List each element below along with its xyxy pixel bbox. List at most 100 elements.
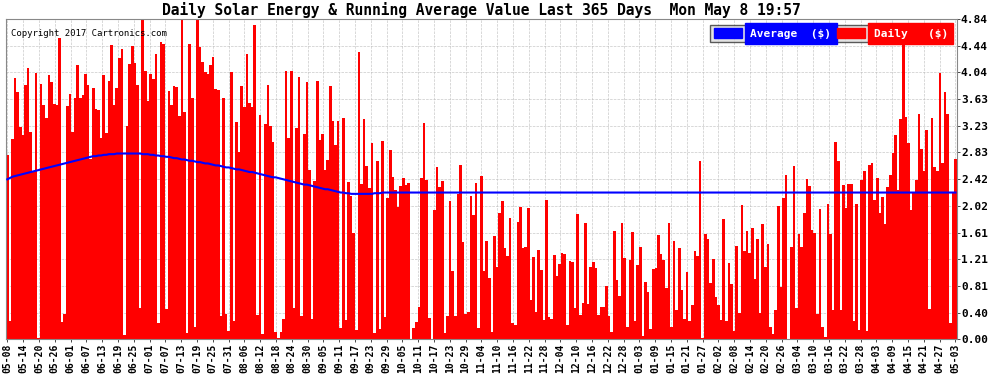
Bar bbox=[250, 107, 253, 339]
Bar bbox=[162, 44, 165, 339]
Bar bbox=[167, 92, 170, 339]
Bar bbox=[533, 256, 535, 339]
Bar bbox=[14, 78, 17, 339]
Bar bbox=[766, 243, 769, 339]
Bar bbox=[222, 98, 225, 339]
Bar bbox=[381, 141, 384, 339]
Bar bbox=[434, 210, 436, 339]
Bar bbox=[293, 309, 295, 339]
Bar bbox=[311, 320, 314, 339]
Bar bbox=[731, 284, 733, 339]
Bar bbox=[236, 122, 238, 339]
Bar bbox=[678, 248, 681, 339]
Bar bbox=[175, 87, 178, 339]
Bar bbox=[519, 207, 522, 339]
Bar bbox=[943, 92, 946, 339]
Bar bbox=[483, 271, 485, 339]
Bar bbox=[423, 123, 426, 339]
Bar bbox=[60, 322, 63, 339]
Bar bbox=[139, 308, 142, 339]
Bar bbox=[610, 332, 613, 339]
Bar bbox=[355, 330, 357, 339]
Bar bbox=[644, 282, 646, 339]
Bar bbox=[228, 331, 230, 339]
Bar bbox=[241, 86, 244, 339]
Bar bbox=[340, 328, 342, 339]
Bar bbox=[748, 253, 751, 339]
Bar bbox=[194, 327, 196, 339]
Bar bbox=[113, 105, 116, 339]
Bar bbox=[420, 178, 423, 339]
Bar bbox=[97, 110, 100, 339]
Bar bbox=[376, 160, 378, 339]
Bar bbox=[571, 262, 574, 339]
Bar bbox=[261, 334, 264, 339]
Bar bbox=[27, 68, 30, 339]
Bar bbox=[702, 338, 704, 339]
Bar bbox=[589, 267, 592, 339]
Bar bbox=[613, 231, 616, 339]
Bar bbox=[587, 304, 589, 339]
Bar bbox=[123, 334, 126, 339]
Bar bbox=[566, 326, 568, 339]
Bar bbox=[592, 262, 595, 339]
Bar bbox=[137, 85, 139, 339]
Bar bbox=[553, 255, 555, 339]
Bar bbox=[151, 79, 154, 339]
Bar bbox=[811, 230, 814, 339]
Bar bbox=[921, 149, 923, 339]
Bar bbox=[772, 334, 774, 339]
Bar bbox=[860, 180, 863, 339]
Bar bbox=[253, 25, 256, 339]
Bar bbox=[332, 120, 335, 339]
Bar bbox=[745, 231, 748, 339]
Bar bbox=[467, 312, 469, 339]
Bar bbox=[308, 170, 311, 339]
Bar bbox=[652, 269, 654, 339]
Bar bbox=[808, 186, 811, 339]
Bar bbox=[600, 307, 603, 339]
Bar bbox=[102, 75, 105, 339]
Bar bbox=[603, 308, 605, 339]
Bar bbox=[84, 74, 87, 339]
Bar bbox=[480, 176, 483, 339]
Bar bbox=[915, 180, 918, 339]
Bar bbox=[639, 247, 642, 339]
Bar bbox=[855, 204, 857, 339]
Bar bbox=[87, 85, 89, 339]
Bar bbox=[233, 321, 236, 339]
Bar bbox=[642, 336, 644, 339]
Bar bbox=[844, 208, 847, 339]
Bar bbox=[459, 165, 462, 339]
Bar bbox=[212, 57, 215, 339]
Bar bbox=[17, 92, 19, 339]
Legend: Average  ($), Daily   ($): Average ($), Daily ($) bbox=[711, 25, 951, 42]
Bar bbox=[451, 272, 454, 339]
Bar bbox=[225, 314, 228, 339]
Bar bbox=[733, 332, 736, 339]
Bar bbox=[196, 19, 199, 339]
Bar bbox=[40, 84, 43, 339]
Bar bbox=[694, 251, 696, 339]
Bar bbox=[142, 19, 145, 339]
Bar bbox=[178, 116, 180, 339]
Bar bbox=[579, 315, 582, 339]
Bar bbox=[816, 314, 819, 339]
Bar bbox=[618, 296, 621, 339]
Bar bbox=[774, 310, 777, 339]
Bar bbox=[357, 52, 360, 339]
Bar bbox=[673, 241, 675, 339]
Bar bbox=[868, 165, 871, 339]
Bar bbox=[244, 107, 246, 339]
Bar bbox=[303, 134, 306, 339]
Bar bbox=[282, 319, 285, 339]
Bar bbox=[454, 316, 456, 339]
Bar bbox=[806, 179, 808, 339]
Bar bbox=[723, 219, 725, 339]
Bar bbox=[545, 200, 547, 339]
Bar bbox=[490, 332, 493, 339]
Bar bbox=[46, 118, 48, 339]
Bar bbox=[568, 261, 571, 339]
Bar bbox=[129, 64, 131, 339]
Bar bbox=[595, 268, 597, 339]
